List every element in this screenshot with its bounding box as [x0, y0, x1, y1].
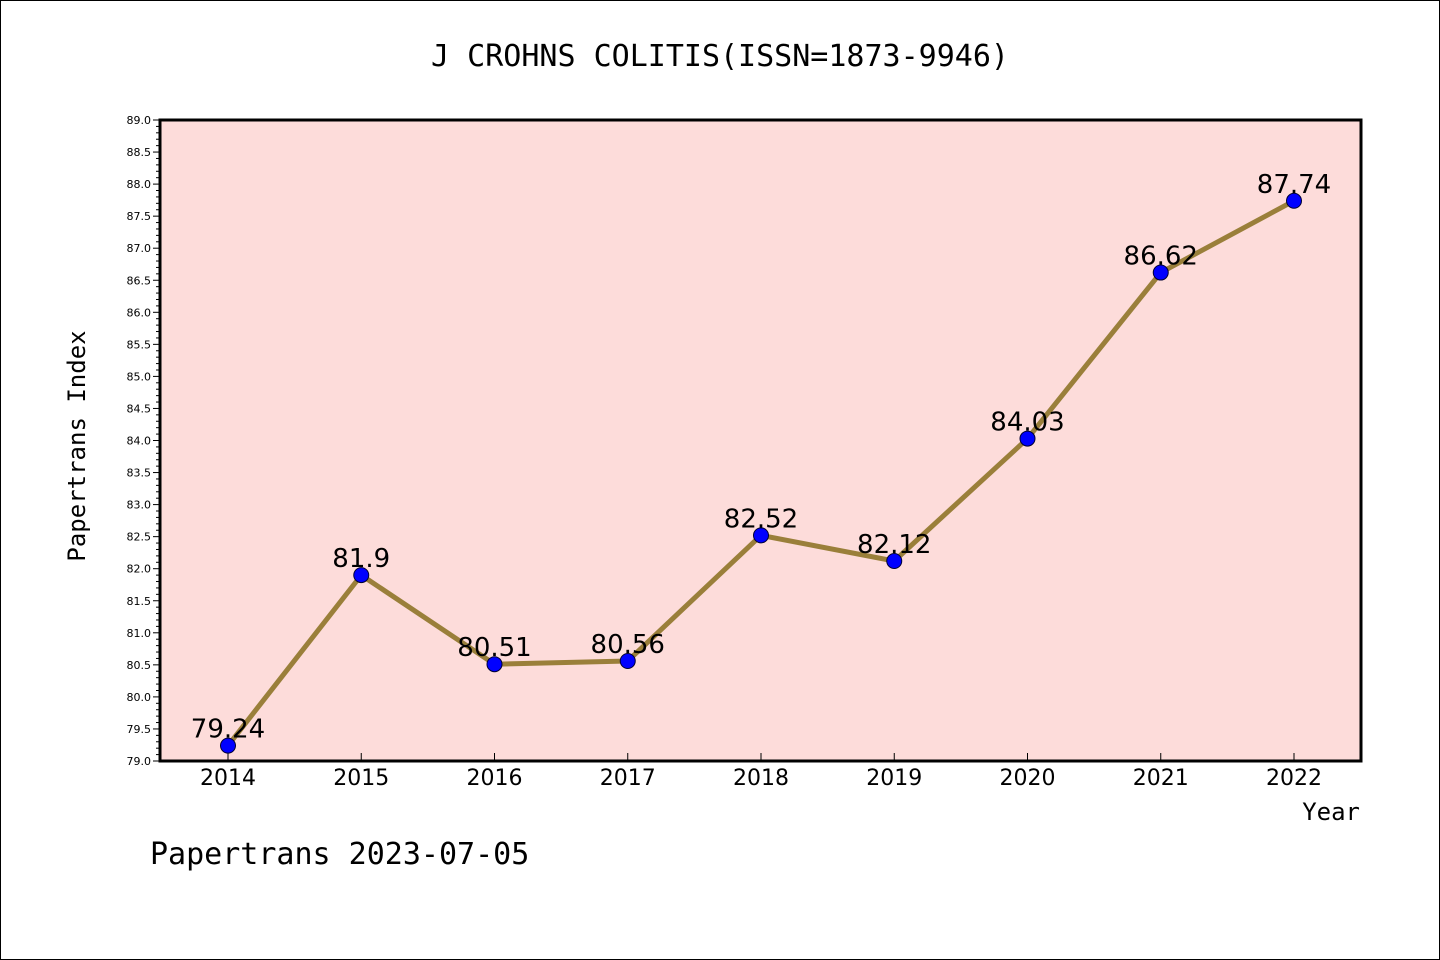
y-tick-label: 88.0	[127, 178, 152, 191]
data-label: 82.52	[724, 504, 798, 534]
y-tick-label: 80.5	[127, 659, 152, 672]
y-tick-label: 84.0	[127, 435, 152, 448]
y-axis: 79.0 79.5 80.0 80.5 81.0 81.5 82.0 82.5 83.0 83.5…	[127, 114, 160, 768]
y-tick-label: 82.5	[127, 531, 152, 544]
data-point	[353, 567, 370, 584]
x-tick-label: 2016	[467, 766, 523, 791]
data-label: 79.24	[191, 715, 265, 745]
data-point	[486, 656, 503, 673]
y-tick-label: 80.0	[127, 691, 152, 704]
y-tick-label: 81.5	[127, 595, 152, 608]
y-tick-label: 88.5	[127, 146, 152, 159]
y-tick-label: 83.5	[127, 467, 152, 480]
y-tick-label: 84.5	[127, 402, 152, 415]
x-tick-label: 2022	[1266, 766, 1322, 791]
data-label: 86.62	[1124, 242, 1198, 272]
footer-stamp: Papertrans 2023-07-05	[150, 837, 529, 872]
y-tick-label: 83.0	[127, 499, 152, 512]
x-tick-label: 2014	[200, 766, 256, 791]
data-label: 81.9	[332, 544, 390, 574]
x-axis-label: Year	[1302, 798, 1360, 826]
x-tick-label: 2020	[1000, 766, 1056, 791]
y-tick-label: 86.0	[127, 306, 152, 319]
y-tick-label: 87.5	[127, 210, 152, 223]
y-tick-label: 85.0	[127, 370, 152, 383]
y-tick-label: 85.5	[127, 338, 152, 351]
data-point	[619, 653, 636, 670]
data-point	[220, 737, 236, 754]
data-point	[1019, 430, 1036, 447]
chart-title: J CROHNS COLITIS(ISSN=1873-9946)	[431, 39, 1009, 74]
x-axis: 2014 2015 2016 2017 2018 2019 2020 2021 2022	[200, 753, 1322, 791]
data-markers	[220, 192, 1302, 754]
y-tick-label: 79.0	[127, 755, 152, 768]
y-axis-label: Papertrans Index	[63, 330, 91, 561]
y-tick-label: 87.0	[127, 242, 152, 255]
data-label: 84.03	[990, 408, 1064, 438]
data-labels: 79.24 81.9 80.51 80.56 82.52 82.12 84.03 86.62 8…	[191, 170, 1331, 745]
data-label: 80.56	[591, 630, 665, 660]
y-tick-label: 89.0	[127, 114, 152, 127]
x-tick-label: 2018	[733, 766, 789, 791]
data-label: 82.12	[857, 530, 931, 560]
x-tick-label: 2015	[333, 766, 389, 791]
y-tick-label: 81.0	[127, 627, 152, 640]
x-tick-label: 2017	[600, 766, 656, 791]
data-point	[1286, 192, 1302, 209]
data-label: 80.51	[457, 633, 531, 663]
data-point	[1152, 264, 1169, 281]
x-tick-label: 2019	[866, 766, 922, 791]
y-tick-label: 82.0	[127, 563, 152, 576]
y-tick-label: 86.5	[127, 274, 152, 287]
data-point	[753, 527, 769, 544]
plot-area	[158, 118, 1363, 763]
x-tick-label: 2021	[1133, 766, 1189, 791]
y-tick-label: 79.5	[127, 723, 152, 736]
data-point	[886, 553, 903, 570]
data-label: 87.74	[1257, 170, 1331, 200]
